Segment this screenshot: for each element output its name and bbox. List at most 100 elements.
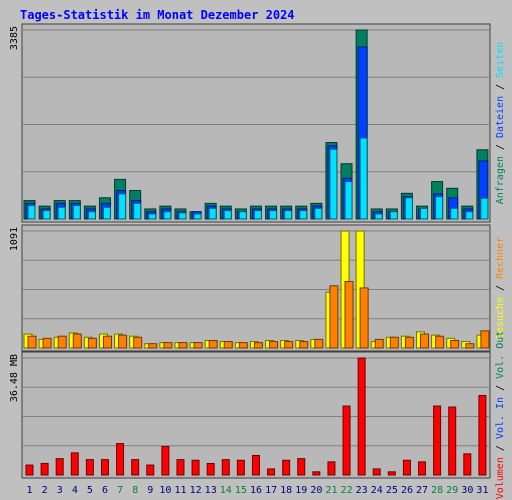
bar-seiten-day-8: [133, 202, 142, 220]
bar-rechner-day-5: [87, 337, 97, 349]
bar-rechner-day-27: [420, 333, 430, 349]
y-axis-max-label: 36.48 MB: [9, 354, 20, 402]
bar-volumen-day-31: [478, 394, 487, 476]
bar-seiten-day-25: [389, 211, 398, 220]
x-tick-label-day-31: 31: [476, 485, 488, 496]
x-tick-label-day-12: 12: [190, 485, 202, 496]
bar-rechner-day-14: [223, 341, 233, 349]
bar-volumen-day-6: [100, 459, 109, 476]
x-tick-label-day-10: 10: [159, 485, 171, 496]
legend-separator: /: [495, 379, 506, 397]
x-tick-label-day-28: 28: [431, 485, 443, 496]
bar-volumen-day-17: [267, 468, 276, 476]
bar-volumen-day-30: [463, 453, 472, 476]
legend-entry-besuche: Besuche: [495, 297, 506, 339]
bar-volumen-day-18: [282, 459, 291, 476]
bar-volumen-day-11: [176, 459, 185, 476]
bar-rechner-day-11: [178, 342, 188, 349]
bar-seiten-day-9: [148, 213, 157, 220]
bar-volumen-day-16: [251, 454, 260, 476]
bar-seiten-day-30: [465, 211, 474, 220]
bar-seiten-day-4: [72, 205, 81, 220]
x-tick-label-day-24: 24: [371, 485, 383, 496]
bar-seiten-day-19: [299, 210, 308, 220]
bar-volumen-day-24: [372, 468, 381, 476]
bar-seiten-day-18: [284, 210, 293, 220]
y-axis-max-label: 3385: [9, 26, 20, 50]
legend-entry-anfragen: Anfragen: [495, 156, 506, 204]
x-tick-label-day-19: 19: [295, 485, 307, 496]
x-tick-label-day-21: 21: [325, 485, 337, 496]
bar-seiten-day-16: [253, 210, 262, 220]
legend-entry-vol-out: Vol. Out: [495, 331, 506, 379]
bar-volumen-day-2: [40, 462, 49, 476]
x-tick-label-day-4: 4: [72, 485, 78, 496]
x-tick-label-day-18: 18: [280, 485, 292, 496]
x-tick-label-day-5: 5: [87, 485, 93, 496]
bar-volumen-day-9: [146, 464, 155, 476]
x-tick-label-day-29: 29: [446, 485, 458, 496]
chart-panel-3: 36.48 MB: [9, 351, 491, 479]
bar-seiten-day-6: [102, 206, 111, 220]
panel-frame: [21, 224, 491, 352]
bar-volumen-day-26: [402, 459, 411, 476]
bar-rechner-day-20: [314, 338, 324, 349]
bar-volumen-day-28: [433, 405, 442, 476]
legend-separator: /: [495, 279, 506, 297]
bar-seiten-day-10: [163, 211, 172, 220]
bar-rechner-day-17: [269, 341, 279, 349]
bar-rechner-day-7: [118, 334, 128, 349]
bar-volumen-day-14: [221, 459, 230, 476]
bar-rechner-day-10: [163, 342, 173, 349]
bar-volumen-day-8: [131, 459, 140, 476]
bar-seiten-day-1: [27, 205, 36, 220]
bar-rechner-day-28: [435, 335, 445, 349]
x-tick-label-day-7: 7: [117, 485, 123, 496]
bar-seiten-day-31: [480, 197, 489, 220]
legend-panel-2: Besuche / Rechner: [495, 237, 506, 339]
chart-panels: 3385 1091 36.48 MB: [9, 23, 491, 479]
bar-seiten-day-15: [238, 211, 247, 220]
bar-rechner-day-21: [329, 285, 339, 349]
x-tick-label-day-27: 27: [416, 485, 428, 496]
bar-rechner-day-16: [253, 342, 263, 349]
bar-rechner-day-19: [299, 341, 309, 349]
x-tick-label-day-14: 14: [220, 485, 232, 496]
bar-seiten-day-11: [178, 212, 187, 220]
chart-panel-2: 1091: [9, 224, 491, 352]
bar-rechner-day-15: [238, 342, 248, 349]
bar-seiten-day-2: [42, 210, 51, 220]
bar-rechner-day-26: [404, 336, 414, 349]
bar-volumen-day-1: [25, 464, 34, 476]
x-tick-label-day-11: 11: [174, 485, 186, 496]
bar-seiten-day-29: [450, 207, 459, 220]
legend-panel-3: Volumen / Vol. In / Vol. Out: [495, 331, 506, 500]
x-tick-label-day-17: 17: [265, 485, 277, 496]
bar-rechner-day-12: [193, 342, 203, 349]
x-tick-label-day-16: 16: [250, 485, 262, 496]
x-tick-label-day-9: 9: [147, 485, 153, 496]
x-tick-label-day-26: 26: [401, 485, 413, 496]
bar-seiten-day-5: [87, 211, 96, 220]
legend-entry-seiten: Seiten: [495, 42, 506, 78]
bar-volumen-day-7: [116, 443, 125, 476]
bar-volumen-day-4: [70, 452, 79, 476]
legend-separator: /: [495, 138, 506, 156]
bar-volumen-day-22: [342, 405, 351, 476]
bar-seiten-day-26: [404, 197, 413, 220]
bar-rechner-day-31: [480, 330, 490, 349]
x-axis-labels: 1 2 3 4 5 6 7 8 9 10 11 12 13 14 15 16 17 18 19 20 21 22 23 24 2…: [27, 485, 489, 496]
x-tick-label-day-20: 20: [310, 485, 322, 496]
bar-volumen-day-27: [418, 461, 427, 476]
bar-rechner-day-29: [450, 339, 460, 349]
bar-volumen-day-19: [297, 458, 306, 476]
bar-rechner-day-22: [344, 281, 354, 349]
bar-volumen-day-29: [448, 406, 457, 476]
legend-separator: /: [495, 439, 506, 457]
bar-seiten-day-20: [314, 207, 323, 220]
x-tick-label-day-2: 2: [42, 485, 48, 496]
x-tick-label-day-15: 15: [235, 485, 247, 496]
x-tick-label-day-25: 25: [386, 485, 398, 496]
bar-volumen-day-23: [357, 357, 366, 476]
bar-rechner-day-1: [27, 335, 37, 349]
